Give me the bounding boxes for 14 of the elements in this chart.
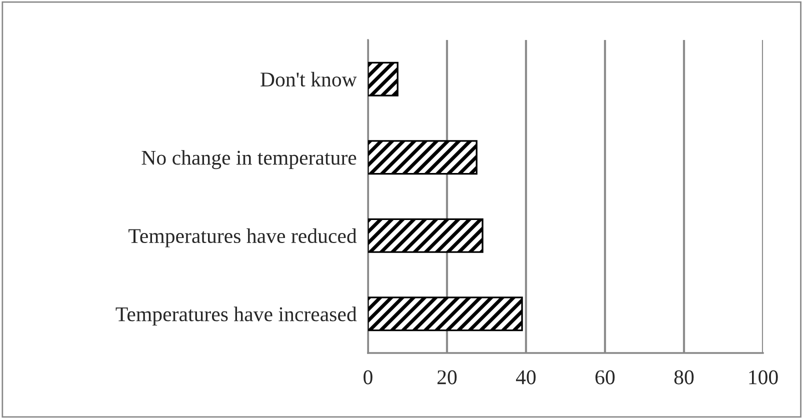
bar [368, 140, 478, 175]
x-tick-label: 60 [595, 370, 615, 384]
y-tick-label: No change in temperature [142, 150, 356, 170]
x-tick-label: 100 [749, 370, 778, 384]
x-tick-label: 80 [674, 370, 694, 384]
x-tick-label: 20 [438, 370, 457, 384]
bar [368, 296, 523, 332]
y-tick-label: Temperatures have reduced [128, 228, 357, 248]
y-tick-label: Don't know [260, 72, 357, 87]
x-tick-label: 40 [516, 370, 536, 384]
bar [368, 62, 398, 96]
x-tick-label: 0 [364, 370, 372, 384]
bar [368, 218, 484, 253]
y-tick-label: Temperatures have increased [116, 306, 357, 326]
